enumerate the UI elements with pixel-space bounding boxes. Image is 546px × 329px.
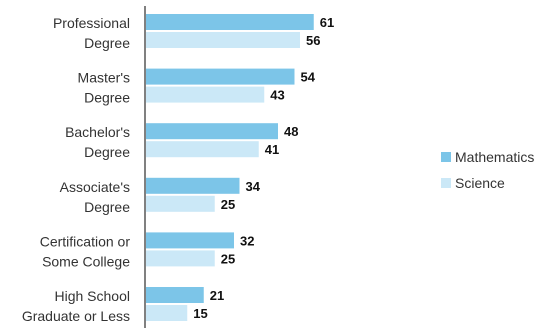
value-label-science-1: 43 [270, 88, 284, 103]
category-label-line: Some College [42, 253, 130, 269]
category-label-line: Bachelor's [65, 124, 130, 140]
category-label-1: Master's Degree [78, 70, 131, 106]
category-label-line: Certification or [40, 233, 131, 249]
bar-science-1 [146, 86, 265, 103]
category-label-3: Associate's Degree [60, 179, 131, 215]
value-label-science-3: 25 [221, 197, 235, 212]
bar-science-2 [146, 141, 259, 158]
legend-label-mathematics: Mathematics [455, 149, 534, 165]
value-label-mathematics-1: 54 [301, 70, 316, 85]
category-label-line: High School [55, 288, 131, 304]
legend-swatch-mathematics [441, 152, 451, 162]
bar-mathematics-4 [146, 232, 234, 249]
bar-mathematics-3 [146, 177, 240, 194]
category-label-line: Degree [84, 144, 130, 160]
category-label-line: Degree [84, 35, 130, 51]
category-label-line: Degree [84, 90, 130, 106]
bar-mathematics-0 [146, 14, 314, 30]
category-label-line: Degree [84, 199, 130, 215]
value-label-mathematics-0: 61 [320, 15, 334, 30]
value-label-mathematics-3: 34 [246, 179, 261, 194]
category-label-line: Graduate or Less [22, 308, 130, 324]
category-label-2: Bachelor's Degree [65, 124, 130, 160]
bar-science-4 [146, 250, 215, 267]
bar-mathematics-2 [146, 123, 278, 140]
category-label-line: Professional [53, 15, 130, 31]
value-label-science-5: 15 [193, 306, 207, 321]
value-label-science-2: 41 [265, 142, 279, 157]
category-label-4: Certification or Some College [40, 233, 131, 269]
value-label-mathematics-4: 32 [240, 233, 254, 248]
bar-science-3 [146, 195, 215, 212]
category-label-5: High School Graduate or Less [22, 288, 130, 324]
value-label-science-0: 56 [306, 33, 320, 48]
bar-science-5 [146, 305, 188, 321]
value-label-science-4: 25 [221, 251, 235, 266]
legend-label-science: Science [455, 175, 505, 191]
legend-swatch-science [441, 178, 451, 188]
bar-mathematics-1 [146, 68, 295, 85]
value-label-mathematics-5: 21 [210, 288, 224, 303]
category-label-line: Master's [78, 70, 130, 86]
value-label-mathematics-2: 48 [284, 124, 298, 139]
legend: Mathematics Science [441, 149, 534, 191]
category-label-line: Associate's [60, 179, 130, 195]
category-label-0: Professional Degree [53, 15, 130, 51]
bar-science-0 [146, 32, 300, 48]
bar-mathematics-5 [146, 287, 204, 303]
